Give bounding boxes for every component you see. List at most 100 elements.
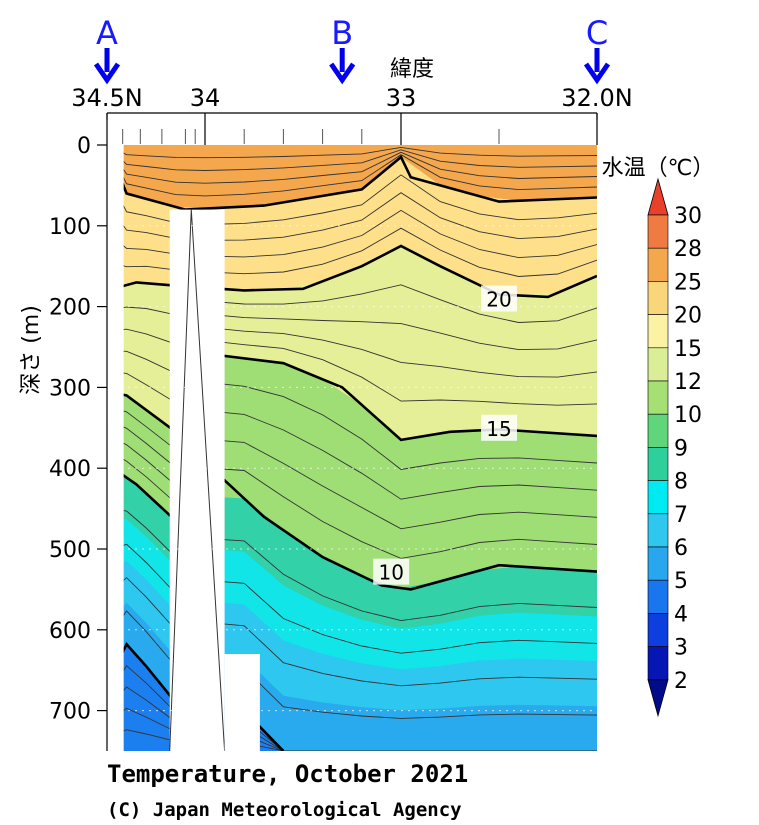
- down-arrow-icon: [329, 62, 356, 85]
- contour-line: [107, 577, 597, 687]
- colorbar-bottom-arrow: [647, 679, 669, 718]
- colorbar-level-label: 30: [674, 204, 702, 229]
- contour-line: [107, 192, 597, 241]
- y-axis: 0 100 200 300 400 500 600 700: [49, 134, 108, 751]
- y-tick-label: 400: [49, 457, 91, 482]
- y-tick-label: 300: [49, 376, 91, 401]
- colorbar-swatch: [647, 579, 669, 614]
- x-tick-label: 33: [386, 84, 417, 112]
- colorbar-title: 水温（℃）: [602, 156, 715, 181]
- temperature-band: [107, 561, 597, 711]
- temperature-band: [107, 145, 597, 296]
- colorbar-swatch: [647, 613, 669, 647]
- temperature-band: [107, 602, 597, 751]
- colorbar-swatch: [647, 214, 669, 249]
- mask-bottom-step: [224, 654, 260, 751]
- contour-line: [107, 173, 597, 225]
- colorbar-level-label: 28: [674, 237, 702, 262]
- temperature-band: [107, 145, 597, 209]
- contour-label-box: [481, 285, 517, 312]
- colorbar: 30 28 25 20 15 12 10 9 8 7 6 5 4 3 2: [647, 177, 702, 718]
- contour-line: [107, 543, 597, 654]
- station-label-b: B: [331, 14, 353, 52]
- isotherm-10: [107, 463, 597, 591]
- colorbar-level-label: 4: [674, 602, 688, 627]
- temperature-band: [107, 464, 597, 629]
- down-arrow-icon: [583, 62, 611, 85]
- colorbar-level-label: 9: [674, 436, 688, 461]
- x-tick-label: 34.5N: [71, 84, 142, 112]
- colorbar-swatch: [647, 247, 669, 282]
- colorbar-level-label: 3: [674, 636, 688, 661]
- colorbar-level-label: 8: [674, 470, 688, 495]
- contour-line: [107, 410, 597, 500]
- contour-line: [107, 326, 597, 378]
- colorbar-level-label: 7: [674, 503, 688, 528]
- x-axis-label: 緯度: [390, 57, 434, 82]
- mask-outline: [169, 209, 226, 751]
- contour-label: 15: [486, 417, 511, 441]
- colorbar-swatch: [647, 314, 669, 349]
- colorbar-level-label: 15: [674, 337, 702, 362]
- contour-label-box: [373, 558, 410, 585]
- y-tick-label: 500: [49, 538, 91, 563]
- isotherm-25: [107, 145, 597, 211]
- contour-line: [107, 145, 597, 184]
- y-tick-label: 100: [49, 215, 91, 240]
- temperature-band: [107, 353, 597, 589]
- colorbar-swatch: [647, 413, 669, 448]
- contour-line: [107, 686, 597, 751]
- colorbar-level-label: 25: [674, 270, 702, 295]
- colorbar-level-label: 20: [674, 304, 702, 329]
- contour-labels: 20 15 10: [373, 285, 517, 585]
- contour-line: [107, 339, 597, 406]
- temperature-band: [107, 518, 597, 670]
- no-data-masks: [107, 145, 260, 751]
- contour-line: [107, 145, 597, 171]
- contour-line: [107, 145, 597, 159]
- copyright-credit: (C) Japan Meteorological Agency: [107, 799, 462, 821]
- y-tick-label: 600: [49, 619, 91, 644]
- plot-area: [107, 145, 597, 751]
- x-tick-label: 32.0N: [561, 84, 632, 112]
- temperature-band: [107, 246, 597, 440]
- colorbar-swatch: [647, 347, 669, 382]
- contour-line: [107, 381, 597, 470]
- contour-line: [107, 665, 597, 751]
- y-tick-label: 200: [49, 296, 91, 321]
- colorbar-swatch: [647, 646, 669, 681]
- colorbar-level-label: 5: [674, 569, 688, 594]
- contour-line: [107, 610, 597, 719]
- down-arrow-icon: [93, 62, 121, 85]
- contour-lines: [107, 145, 597, 751]
- y-axis-label: 深さ (m): [19, 305, 44, 395]
- colorbar-swatch: [647, 447, 669, 481]
- contour-line: [107, 449, 597, 559]
- station-label-c: C: [586, 14, 608, 52]
- colorbar-swatch: [647, 281, 669, 315]
- y-tick-label: 0: [77, 134, 91, 159]
- contour-line: [107, 707, 597, 751]
- isotherm-15: [107, 352, 597, 442]
- colorbar-level-label: 10: [674, 403, 702, 428]
- colorbar-swatch: [647, 480, 669, 515]
- colorbar-swatch: [647, 546, 669, 581]
- contour-line: [107, 209, 597, 259]
- colorbar-swatch: [647, 513, 669, 548]
- colorbar-level-label: 6: [674, 536, 688, 561]
- contour-line: [107, 507, 597, 622]
- contour-label: 10: [378, 561, 403, 585]
- station-label-a: A: [96, 14, 118, 52]
- contour-line: [107, 729, 597, 751]
- station-markers: A B C: [93, 14, 611, 85]
- y-tick-label: 700: [49, 700, 91, 725]
- contour-line: [107, 145, 597, 197]
- mask-seamount: [169, 209, 225, 751]
- colorbar-swatch: [647, 380, 669, 415]
- contour-line: [107, 284, 597, 323]
- depth-gridlines: [107, 225, 597, 712]
- contour-label: 20: [486, 288, 511, 312]
- x-axis: 34.5N 34 33 32.0N: [71, 84, 633, 145]
- x-tick-label: 34: [190, 84, 221, 112]
